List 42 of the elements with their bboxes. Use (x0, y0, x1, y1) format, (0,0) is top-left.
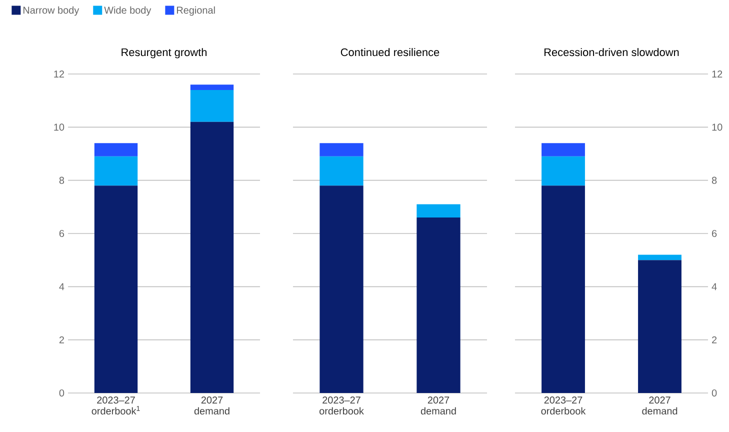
bar (542, 186, 585, 393)
chart-title: Continued resilience (340, 48, 440, 56)
legend-label: Wide body (104, 6, 152, 16)
bar (320, 143, 364, 156)
bar (190, 122, 234, 393)
y2-tick-label: 6 (712, 230, 717, 238)
bar (542, 156, 585, 186)
bar (190, 90, 234, 122)
x-tick-label: 2027 demand (194, 396, 230, 415)
bar (190, 84, 234, 90)
bar (320, 156, 364, 186)
x-tick-label: 2023–27 orderbook$^{1}$ (92, 396, 140, 415)
chart-title: Recession-driven slowdown (544, 48, 679, 56)
y-tick-label: 2 (59, 336, 64, 344)
chart-title: Resurgent growth (122, 48, 207, 58)
y-tick-label: 8 (59, 176, 64, 184)
y2-tick-label: 4 (712, 283, 717, 290)
y2-tick-label: 2 (712, 336, 717, 344)
y2-tick-label: 0 (712, 389, 717, 397)
x-tick-label: 2027 demand (642, 396, 678, 415)
bar (542, 143, 585, 156)
y2-tick-label: 12 (712, 70, 722, 78)
bar (416, 204, 460, 218)
y-tick-label: 12 (54, 70, 64, 78)
bar (416, 218, 460, 393)
bar (320, 186, 364, 393)
y-tick-label: 6 (59, 230, 64, 238)
y2-tick-label: 10 (712, 124, 722, 131)
x-tick-label: 2023–27 orderbook (319, 396, 364, 415)
bar (94, 156, 138, 186)
bar (94, 186, 138, 393)
x-tick-label: 2023–27 orderbook (541, 396, 586, 415)
y-tick-label: 4 (59, 283, 64, 290)
bar (94, 143, 138, 156)
legend-label: Narrow body (23, 6, 80, 16)
x-tick-label: 2027 demand (420, 396, 456, 415)
y-tick-label: 0 (59, 389, 64, 397)
legend-label: Regional (176, 6, 215, 16)
y-tick-label: 10 (54, 124, 64, 131)
y2-tick-label: 8 (712, 176, 717, 184)
bar (638, 254, 682, 260)
bar (638, 260, 682, 393)
